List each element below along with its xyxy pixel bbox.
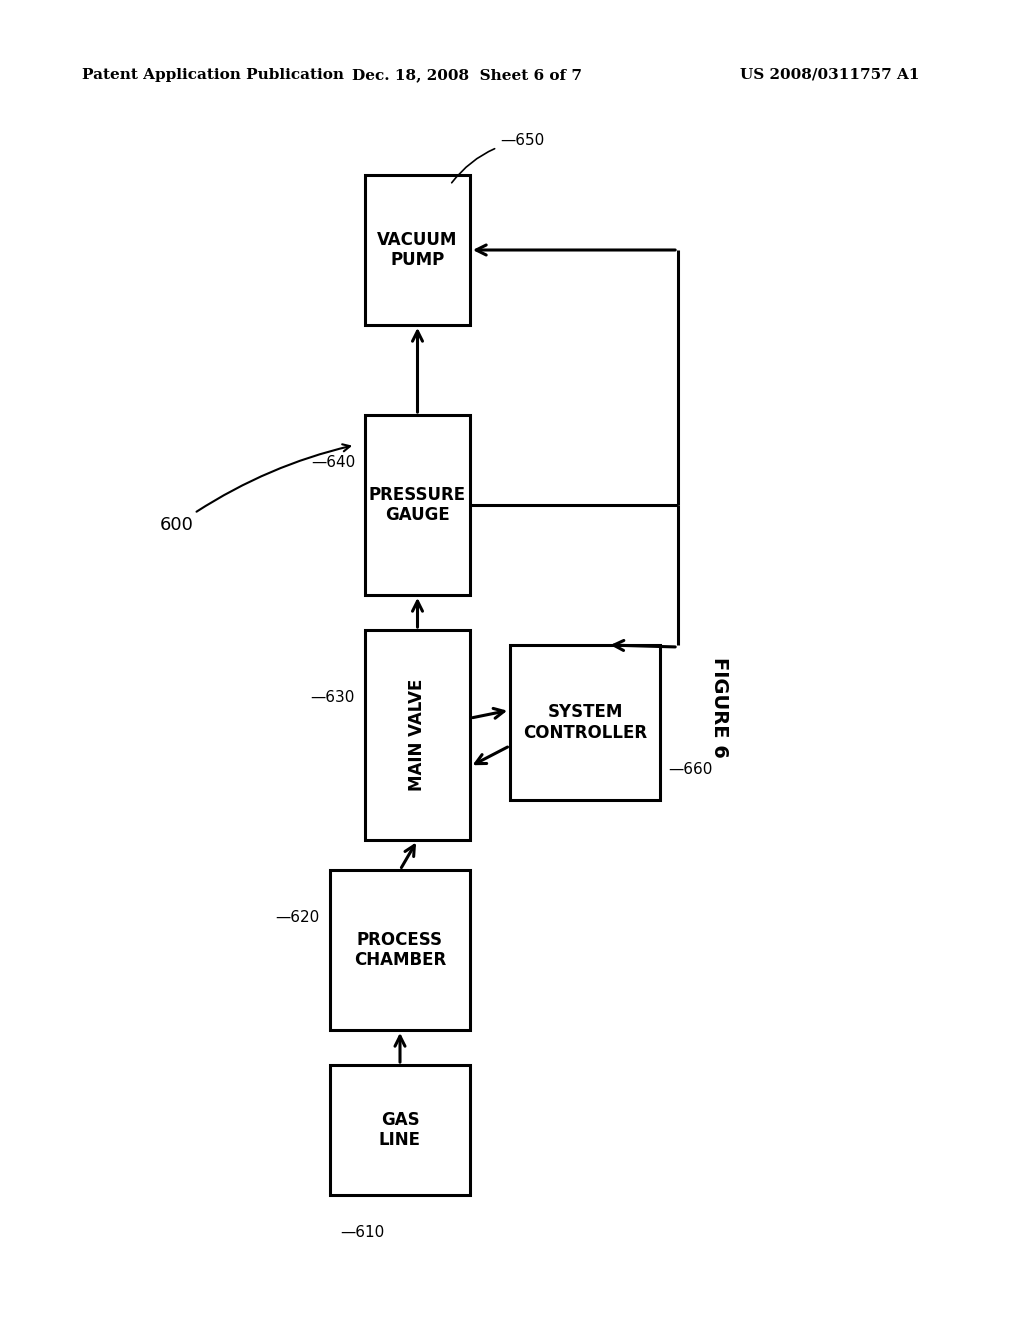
Bar xyxy=(365,414,470,595)
Text: PRESSURE
GAUGE: PRESSURE GAUGE xyxy=(369,486,466,524)
Text: VACUUM
PUMP: VACUUM PUMP xyxy=(377,231,458,269)
Bar xyxy=(365,176,470,325)
Text: US 2008/0311757 A1: US 2008/0311757 A1 xyxy=(740,69,920,82)
Bar xyxy=(330,1065,470,1195)
Bar xyxy=(365,630,470,840)
Text: —620: —620 xyxy=(275,909,319,925)
Text: —650: —650 xyxy=(452,133,544,182)
Text: 600: 600 xyxy=(160,445,350,535)
Text: Patent Application Publication: Patent Application Publication xyxy=(82,69,344,82)
Text: SYSTEM
CONTROLLER: SYSTEM CONTROLLER xyxy=(523,704,647,742)
Text: —660: —660 xyxy=(668,763,713,777)
Bar xyxy=(510,645,660,800)
Text: —630: —630 xyxy=(310,690,355,705)
Text: PROCESS
CHAMBER: PROCESS CHAMBER xyxy=(354,931,446,969)
Text: —640: —640 xyxy=(310,455,355,470)
Text: MAIN VALVE: MAIN VALVE xyxy=(409,678,427,791)
Text: GAS
LINE: GAS LINE xyxy=(379,1110,421,1150)
Text: Dec. 18, 2008  Sheet 6 of 7: Dec. 18, 2008 Sheet 6 of 7 xyxy=(352,69,582,82)
Bar xyxy=(330,870,470,1030)
Text: —610: —610 xyxy=(340,1225,384,1239)
Text: FIGURE 6: FIGURE 6 xyxy=(711,656,729,758)
